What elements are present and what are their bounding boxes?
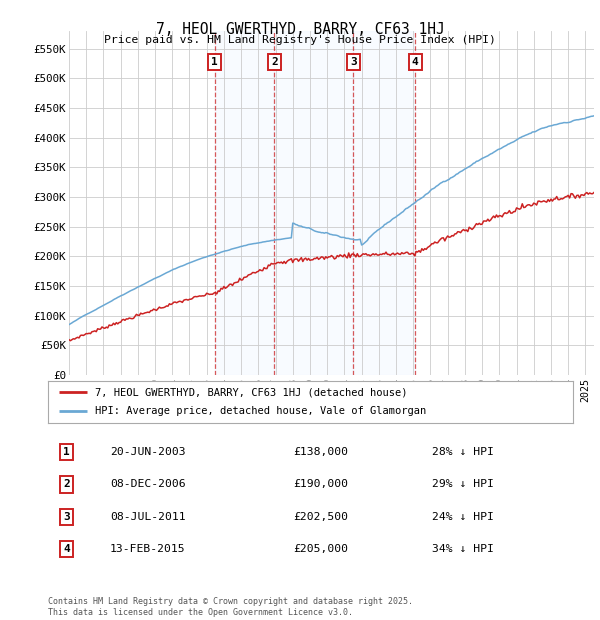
Text: 7, HEOL GWERTHYD, BARRY, CF63 1HJ (detached house): 7, HEOL GWERTHYD, BARRY, CF63 1HJ (detac…: [95, 388, 408, 397]
Text: 08-DEC-2006: 08-DEC-2006: [110, 479, 185, 489]
Bar: [215, 31, 274, 375]
Text: £138,000: £138,000: [293, 447, 349, 457]
Text: 4: 4: [412, 57, 419, 67]
Text: 29% ↓ HPI: 29% ↓ HPI: [432, 479, 494, 489]
Bar: [353, 31, 415, 375]
Text: 20-JUN-2003: 20-JUN-2003: [110, 447, 185, 457]
Text: 13-FEB-2015: 13-FEB-2015: [110, 544, 185, 554]
Text: 1: 1: [63, 447, 70, 457]
Text: 3: 3: [350, 57, 357, 67]
Text: Contains HM Land Registry data © Crown copyright and database right 2025.
This d: Contains HM Land Registry data © Crown c…: [48, 598, 413, 617]
Text: Price paid vs. HM Land Registry's House Price Index (HPI): Price paid vs. HM Land Registry's House …: [104, 35, 496, 45]
Text: £202,500: £202,500: [293, 512, 349, 522]
Text: £205,000: £205,000: [293, 544, 349, 554]
Text: 08-JUL-2011: 08-JUL-2011: [110, 512, 185, 522]
Text: 28% ↓ HPI: 28% ↓ HPI: [432, 447, 494, 457]
Text: 4: 4: [63, 544, 70, 554]
Text: 24% ↓ HPI: 24% ↓ HPI: [432, 512, 494, 522]
Text: 7, HEOL GWERTHYD, BARRY, CF63 1HJ: 7, HEOL GWERTHYD, BARRY, CF63 1HJ: [155, 22, 445, 37]
Text: 1: 1: [211, 57, 218, 67]
Text: £190,000: £190,000: [293, 479, 349, 489]
Text: 34% ↓ HPI: 34% ↓ HPI: [432, 544, 494, 554]
Text: 2: 2: [271, 57, 278, 67]
Text: 3: 3: [63, 512, 70, 522]
Text: HPI: Average price, detached house, Vale of Glamorgan: HPI: Average price, detached house, Vale…: [95, 407, 427, 417]
Text: 2: 2: [63, 479, 70, 489]
Bar: [274, 31, 353, 375]
